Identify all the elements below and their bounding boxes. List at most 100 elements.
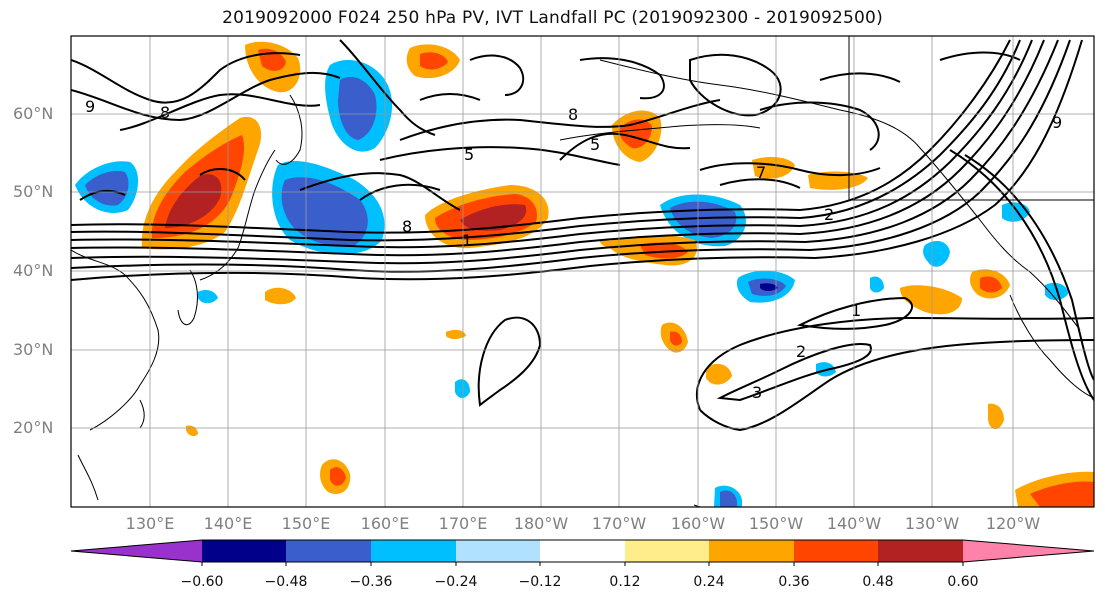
neg-anomaly-st5 — [870, 276, 884, 293]
colorbar-segment — [794, 540, 878, 562]
inset-frame — [848, 35, 1095, 201]
contour-label-8: 8 — [160, 103, 170, 122]
jet-contour — [71, 39, 1033, 249]
neg-anomaly-asia-core — [85, 170, 129, 206]
colorbar-segment — [878, 540, 963, 562]
lat-label-40n: 40°N — [13, 261, 54, 280]
pos-anomaly-coast — [900, 285, 962, 315]
colorbar-tick-label: −0.60 — [180, 574, 224, 590]
north-contour — [719, 178, 801, 189]
contour-label-2b: 2 — [824, 205, 834, 224]
colorbar-tick-label: −0.48 — [264, 574, 308, 590]
lon-label-130w: 130°W — [904, 514, 960, 533]
graticule — [71, 36, 1094, 507]
lon-label-150w: 150°W — [748, 514, 804, 533]
lon-label-160e: 160°E — [360, 514, 410, 533]
map-frame — [70, 35, 1095, 508]
pos-anomaly-st4 — [988, 403, 1004, 429]
north-contour — [339, 39, 436, 136]
pos-anomaly-st5-core — [330, 467, 346, 486]
coastline-westcoast — [1009, 294, 1094, 399]
coastline-alaska — [599, 59, 1081, 331]
lat-label-30n: 30°N — [13, 340, 54, 359]
contour-label-8c: 8 — [568, 105, 578, 124]
pos-anomaly-st9 — [600, 239, 612, 247]
contour-label-3: 3 — [752, 383, 762, 402]
colorbar-segment — [71, 540, 202, 562]
lon-label-140w: 140°W — [826, 514, 882, 533]
colorbar-segment — [286, 540, 371, 562]
lon-label-120w: 120°W — [985, 514, 1041, 533]
jet-contour — [71, 39, 1021, 242]
north-contour — [699, 162, 881, 177]
pos-anomaly-st2-core — [670, 331, 682, 346]
lon-label-160w: 160°W — [670, 514, 726, 533]
contour-label-9: 9 — [85, 97, 95, 116]
lat-label-20n: 20°N — [13, 418, 54, 437]
north-contour — [119, 93, 321, 131]
coastline-philippines — [77, 454, 99, 501]
neg-anomaly-nwpac-core — [281, 177, 368, 247]
pos-anomaly-165w-core — [640, 242, 688, 259]
pos-anomaly-145w — [808, 171, 868, 190]
neg-anomaly-st2-core — [720, 490, 737, 507]
contour-label-2: 2 — [796, 342, 806, 361]
jet-contour — [71, 39, 1011, 234]
contour-label-1: 1 — [851, 301, 861, 320]
colorbar-segment — [963, 540, 1094, 562]
lon-label-170w: 170°W — [591, 514, 647, 533]
contour-label-5: 5 — [590, 135, 600, 154]
contour-label-7: 7 — [756, 163, 766, 182]
coastline-asia — [71, 249, 160, 431]
pos-anomaly-st3 — [706, 363, 732, 385]
neg-anomaly-st3 — [198, 290, 218, 304]
neg-anomaly-150w-dark — [760, 283, 778, 291]
coastline-taiwan — [139, 399, 145, 429]
lon-label-130e: 130°E — [125, 514, 175, 533]
subtropical-contour — [716, 343, 872, 402]
neg-anomaly-coast — [923, 240, 950, 267]
colorbar-segment — [540, 540, 625, 562]
north-contour — [79, 189, 126, 201]
colorbar-segment — [625, 540, 709, 562]
north-contour — [579, 57, 665, 100]
pv-contours — [71, 39, 1094, 432]
pos-anomaly-170w-core — [619, 119, 652, 149]
pos-anomaly-japan-dark — [165, 174, 222, 228]
colorbar-tick-label: −0.36 — [349, 574, 393, 590]
neg-anomaly-north-core — [338, 76, 377, 140]
lat-label-50n: 50°N — [13, 182, 54, 201]
neg-anomaly-st1 — [455, 379, 470, 398]
north-contour — [469, 54, 525, 96]
pos-anomaly-st8 — [446, 329, 466, 339]
coastline-kamchatka — [275, 94, 303, 165]
coastline-japan — [199, 149, 276, 281]
jet-contour — [71, 39, 1045, 257]
north-contour — [759, 101, 880, 151]
north-contour — [819, 72, 901, 83]
subtropical-contour — [477, 316, 542, 407]
pos-anomaly-st6-core — [1030, 481, 1094, 507]
north-contour — [199, 168, 246, 181]
north-contour — [71, 71, 341, 122]
colorbar-tick-label: −0.12 — [518, 574, 562, 590]
pc-shading — [75, 41, 1094, 507]
jet-contour — [71, 39, 1059, 265]
coastline-aleutians — [559, 124, 761, 141]
colorbar-segment — [709, 540, 794, 562]
contour-label-1b: 1 — [462, 231, 472, 250]
north-contour — [559, 132, 691, 161]
contour-label-9b: 9 — [1052, 113, 1062, 132]
north-contour — [359, 183, 441, 201]
colorbar-tick-label: 0.60 — [947, 574, 979, 590]
lon-label-140e: 140°E — [203, 514, 253, 533]
pos-anomaly-coast2-core — [980, 276, 1002, 293]
map-title: 2019092000 F024 250 hPa PV, IVT Landfall… — [222, 8, 883, 28]
contour-label-8b: 8 — [402, 217, 412, 236]
subtropical-contour — [796, 296, 913, 330]
jet-contour — [949, 149, 1094, 401]
subtropical-contour — [695, 316, 1094, 411]
colorbar-tick-label: 0.24 — [693, 574, 725, 590]
lon-label-180w: 180°W — [513, 514, 569, 533]
